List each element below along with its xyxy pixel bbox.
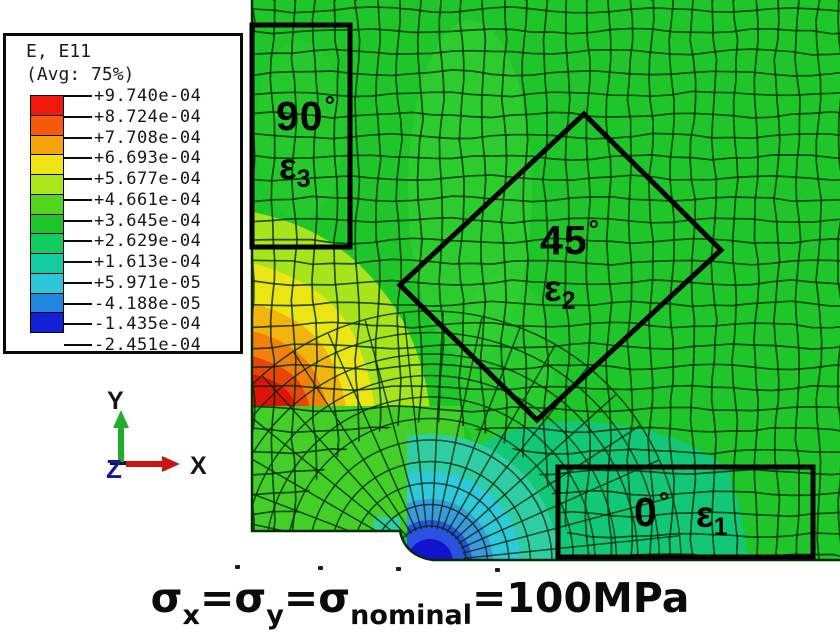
- gauge-0-label: 0°: [634, 486, 669, 536]
- legend-swatches: [30, 95, 64, 333]
- legend-value: +2.629e-04: [63, 231, 202, 252]
- legend-swatch: [30, 272, 64, 294]
- contour-band-skyblue: [407, 499, 493, 560]
- legend-variable: E, E11: [26, 41, 92, 62]
- sigma-y: =σ: [199, 574, 267, 622]
- x-axis-arrowhead: [162, 456, 180, 472]
- legend-swatch: [30, 213, 64, 235]
- gauge-0-angle: 0: [634, 489, 658, 535]
- legend-value: +5.971e-05: [63, 272, 202, 293]
- sigma-nominal: =σ: [283, 574, 351, 622]
- contour-band-turquoise: [407, 434, 558, 560]
- legend: E, E11 (Avg: 75%) +9.740e-04 +8.724e-04 +7.…: [3, 33, 243, 356]
- legend-value: +5.677e-04: [63, 169, 202, 189]
- z-axis-glyph: Z: [106, 454, 122, 484]
- gauge-45-angle: 45: [540, 217, 588, 263]
- legend-value: -4.188e-05: [63, 293, 202, 314]
- gauge-90-strain: ε3: [279, 146, 310, 194]
- degree-symbol: °: [588, 214, 600, 244]
- sigma-nominal-sub: nominal: [350, 600, 473, 631]
- degree-symbol: °: [658, 486, 670, 516]
- bc-tick: [235, 565, 240, 569]
- legend-swatch: [30, 233, 64, 254]
- legend-swatch: [30, 292, 64, 314]
- gauge-45-label: 45°: [540, 214, 599, 264]
- epsilon-symbol: ε: [696, 494, 714, 535]
- y-axis-label: Y: [107, 387, 124, 415]
- legend-value: +1.613e-04: [63, 252, 202, 272]
- degree-symbol: °: [324, 90, 336, 120]
- legend-value: -2.451e-04: [63, 335, 202, 355]
- plate-edge: [250, 0, 840, 562]
- gauge-45-strain: ε2: [544, 268, 575, 316]
- load-value: =100MPa: [472, 574, 690, 622]
- legend-value: +9.740e-04: [63, 86, 202, 106]
- legend-swatch: [30, 174, 64, 195]
- contour-band-blue: [407, 520, 472, 560]
- gauge-0-outline: [555, 464, 816, 560]
- bc-tick: [495, 568, 500, 572]
- triad: Z Y X: [106, 387, 207, 484]
- legend-swatch: [30, 95, 64, 116]
- epsilon-sub: 2: [561, 287, 576, 315]
- legend-value: +8.724e-04: [63, 106, 202, 127]
- sigma-x-sub: x: [182, 600, 200, 631]
- gauge-45-outline: [396, 110, 725, 424]
- legend-swatch: [30, 312, 64, 333]
- legend-swatch: [30, 193, 64, 215]
- bc-tick: [396, 567, 401, 571]
- x-axis-label: X: [190, 452, 207, 480]
- epsilon-sub: 3: [296, 165, 311, 193]
- sigma-x: σ: [150, 574, 183, 622]
- legend-swatch: [30, 154, 64, 175]
- load-formula: σx=σy=σnominal=100MPa: [0, 574, 840, 631]
- fe-mesh-grid: [252, 0, 840, 560]
- contour-streak: [255, 40, 345, 220]
- gauge-90-outline: [249, 22, 353, 250]
- y-axis-arrowhead: [113, 410, 129, 428]
- epsilon-symbol: ε: [544, 268, 562, 309]
- epsilon-sub: 1: [713, 513, 728, 541]
- fe-mesh-fan: [252, 310, 682, 560]
- gauge-0-strain: ε1: [696, 494, 727, 542]
- legend-labels: +9.740e-04 +8.724e-04 +7.708e-04 +6.693e-04…: [63, 86, 239, 356]
- legend-value: +6.693e-04: [63, 148, 202, 169]
- legend-value: +3.645e-04: [63, 210, 202, 231]
- gauge-90-label: 90°: [276, 90, 335, 140]
- legend-swatch: [30, 134, 64, 156]
- bc-tick: [318, 566, 323, 570]
- legend-swatch: [30, 253, 64, 274]
- sigma-y-sub: y: [266, 600, 284, 631]
- epsilon-symbol: ε: [279, 146, 297, 187]
- contour-band-cyan: [407, 472, 520, 560]
- legend-value: -1.435e-04: [63, 314, 202, 335]
- legend-value: +4.661e-04: [63, 189, 202, 210]
- triad-origin-mark: [110, 461, 132, 465]
- legend-averaging: (Avg: 75%): [26, 64, 135, 85]
- gauge-90-angle: 90: [276, 93, 324, 139]
- legend-value: +7.708e-04: [63, 127, 202, 148]
- legend-title: E, E11 (Avg: 75%): [26, 40, 134, 86]
- legend-swatch: [30, 114, 64, 136]
